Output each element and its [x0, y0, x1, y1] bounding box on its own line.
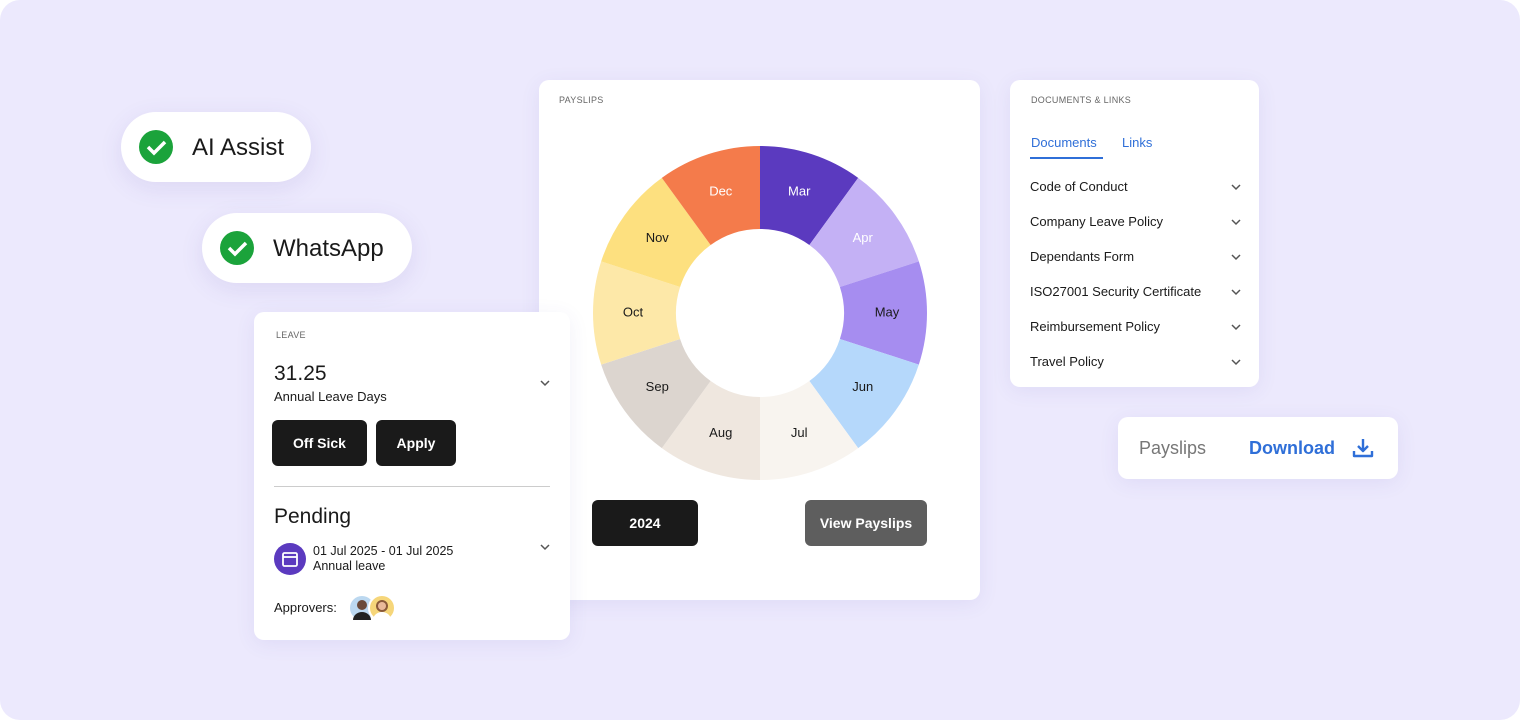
donut-segment — [661, 146, 760, 246]
donut-segment — [809, 338, 919, 449]
divider — [274, 486, 550, 487]
chevron[interactable] — [1230, 357, 1242, 367]
donut-segment — [839, 261, 927, 365]
donut-segment — [661, 380, 760, 480]
payslips-card: PAYSLIPS Mar Apr May Jun Jul Aug Sep Oct Nov Dec … — [539, 80, 980, 600]
request-dates: 01 Jul 2025 - 01 Jul 2025 — [313, 544, 454, 558]
document-item[interactable]: Dependants Form — [1030, 249, 1135, 264]
tab-underline — [1030, 157, 1103, 159]
segment-label: May — [875, 304, 900, 319]
view-payslips-button[interactable]: View Payslips — [805, 500, 927, 546]
tab[interactable]: Links — [1122, 135, 1153, 150]
approver-avatars — [348, 594, 396, 622]
pending-title: Pending — [274, 505, 352, 528]
download-icon[interactable] — [1351, 436, 1375, 460]
segment-label: Oct — [623, 304, 644, 319]
donut-segment — [601, 177, 711, 288]
download-label: Payslips — [1139, 438, 1207, 458]
donut-segment — [593, 261, 681, 365]
download-card: Payslips Download — [1118, 417, 1398, 479]
badge-label: WhatsApp — [273, 235, 384, 262]
badge: WhatsApp — [202, 213, 412, 283]
document-item[interactable]: Travel Policy — [1030, 354, 1104, 369]
chevron[interactable] — [1230, 322, 1242, 332]
chevron[interactable] — [1230, 182, 1242, 192]
documents-card: DOCUMENTS & LINKS Documents Links Code o… — [1010, 80, 1259, 387]
off-sick-button[interactable]: Off Sick — [272, 420, 367, 466]
leave-balance: 31.25 — [274, 362, 327, 385]
donut-segment — [760, 380, 859, 481]
request-type: Annual leave — [313, 559, 386, 573]
chevron[interactable] — [539, 378, 551, 388]
card-title: PAYSLIPS — [559, 95, 604, 105]
tab[interactable]: Documents — [1031, 135, 1097, 150]
donut-segment — [809, 177, 919, 288]
year-button[interactable]: 2024 — [592, 500, 698, 546]
segment-label: Jul — [791, 425, 808, 440]
segment-label: Aug — [709, 425, 732, 440]
donut-segment — [760, 146, 859, 246]
month-donut: Mar Apr May Jun Jul Aug Sep Oct Nov Dec — [593, 146, 927, 481]
badge-label: AI Assist — [192, 134, 285, 161]
document-item[interactable]: Reimbursement Policy — [1030, 319, 1161, 334]
check-icon — [220, 231, 254, 265]
card-title: LEAVE — [276, 330, 306, 340]
document-item[interactable]: Company Leave Policy — [1030, 214, 1163, 229]
segment-label: Nov — [646, 230, 670, 245]
segment-label: Sep — [646, 379, 669, 394]
document-item[interactable]: ISO27001 Security Certificate — [1030, 284, 1202, 299]
calendar-icon — [274, 543, 306, 575]
card-title: DOCUMENTS & LINKS — [1031, 95, 1132, 105]
segment-label: Mar — [788, 184, 811, 199]
chevron[interactable] — [539, 542, 551, 552]
segment-label: Jun — [852, 379, 873, 394]
segment-label: Dec — [709, 184, 733, 199]
check-icon — [139, 130, 173, 164]
apply-button[interactable]: Apply — [376, 420, 456, 466]
leave-balance-label: Annual Leave Days — [274, 389, 387, 404]
segment-label: Apr — [853, 230, 874, 245]
chevron[interactable] — [1230, 287, 1242, 297]
badge: AI Assist — [121, 112, 311, 182]
download-link[interactable]: Download — [1249, 438, 1335, 458]
chevron[interactable] — [1230, 252, 1242, 262]
leave-card: LEAVE 31.25 Annual Leave Days Off Sick A… — [254, 312, 570, 640]
approvers-label: Approvers: — [274, 600, 337, 615]
document-item[interactable]: Code of Conduct — [1030, 179, 1128, 194]
chevron[interactable] — [1230, 217, 1242, 227]
donut-segment — [601, 338, 711, 449]
